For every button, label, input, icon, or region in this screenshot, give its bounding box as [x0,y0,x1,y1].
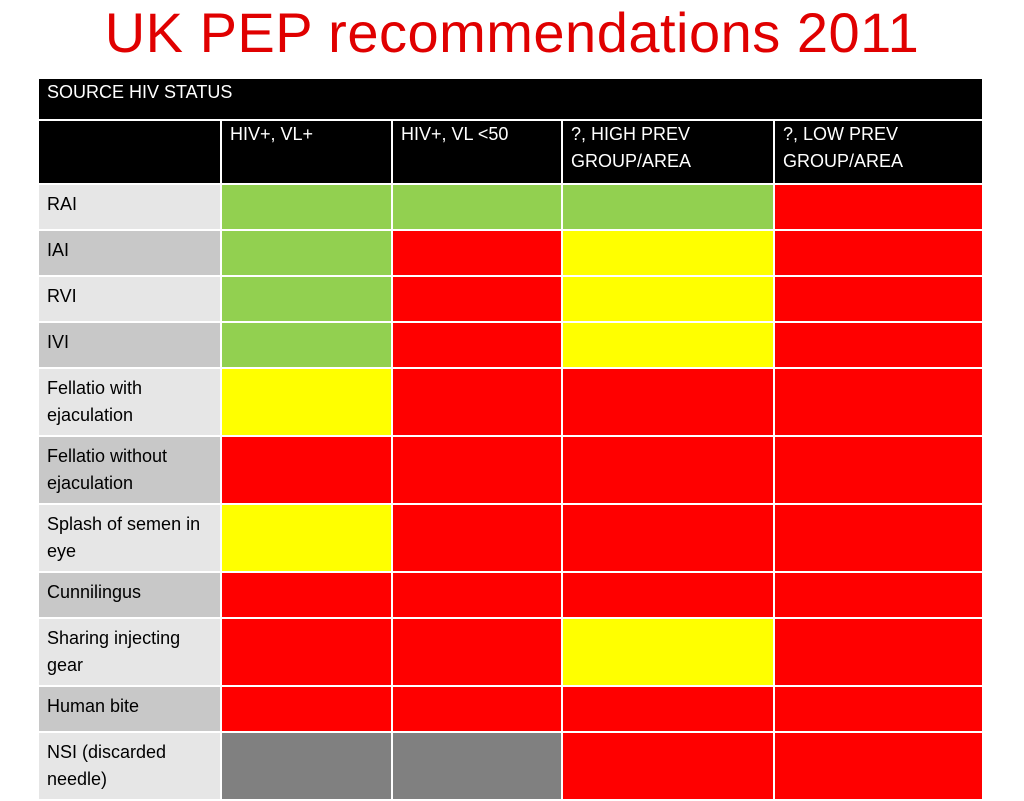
status-cell-red [220,685,393,733]
status-cell-red [561,731,775,801]
row-label: Splash of semen in eye [37,503,222,573]
status-cell-red [220,571,393,619]
table-row: RVI [37,275,984,323]
row-label: Cunnilingus [37,571,222,619]
column-header-unknown-high-prev: ?, HIGH PREV GROUP/AREA [561,119,775,185]
status-cell-yellow [220,367,393,437]
status-cell-yellow [561,275,775,323]
row-label: RVI [37,275,222,323]
status-cell-red [773,435,984,505]
status-cell-red [561,367,775,437]
status-cell-red [561,435,775,505]
row-label: Sharing injecting gear [37,617,222,687]
status-cell-red [773,731,984,801]
table-body: RAI IAI RVI IVI Fellatio with ejaculation Fel… [37,183,984,801]
status-cell-red [391,435,563,505]
table-row: NSI (discarded needle) [37,731,984,801]
pep-recommendations-table: SOURCE HIV STATUS HIV+, VL+ HIV+, VL <50… [37,77,984,801]
status-cell-green [220,229,393,277]
row-label: NSI (discarded needle) [37,731,222,801]
status-cell-red [391,617,563,687]
status-cell-red [773,685,984,733]
table-row: Splash of semen in eye [37,503,984,573]
status-cell-red [391,503,563,573]
row-label: RAI [37,183,222,231]
status-cell-red [220,435,393,505]
status-cell-red [391,229,563,277]
row-label: Human bite [37,685,222,733]
corner-cell [37,119,222,185]
table-row: Fellatio without ejaculation [37,435,984,505]
status-cell-red [773,571,984,619]
source-hiv-status-banner: SOURCE HIV STATUS [37,77,984,121]
status-cell-green [220,321,393,369]
status-cell-red [773,321,984,369]
column-header-hiv-vl-positive: HIV+, VL+ [220,119,393,185]
column-header-row: HIV+, VL+ HIV+, VL <50 ?, HIGH PREV GROU… [37,119,984,185]
status-cell-red [561,685,775,733]
row-label: IVI [37,321,222,369]
status-cell-red [773,275,984,323]
status-cell-red [220,617,393,687]
status-cell-red [391,367,563,437]
table-row: Human bite [37,685,984,733]
status-cell-red [773,367,984,437]
status-cell-red [561,571,775,619]
row-label: Fellatio without ejaculation [37,435,222,505]
status-cell-green [391,183,563,231]
column-header-hiv-vl-under-50: HIV+, VL <50 [391,119,563,185]
table-row: IAI [37,229,984,277]
status-cell-red [391,321,563,369]
status-cell-yellow [220,503,393,573]
status-cell-green [220,183,393,231]
status-cell-yellow [561,321,775,369]
status-cell-grey [220,731,393,801]
status-cell-red [773,229,984,277]
status-cell-grey [391,731,563,801]
table-row: RAI [37,183,984,231]
status-cell-yellow [561,229,775,277]
banner-row: SOURCE HIV STATUS [37,77,984,121]
page-title: UK PEP recommendations 2011 [104,1,920,64]
row-label: Fellatio with ejaculation [37,367,222,437]
status-cell-red [391,685,563,733]
table-row: Cunnilingus [37,571,984,619]
status-cell-red [391,275,563,323]
table-row: IVI [37,321,984,369]
status-cell-red [773,183,984,231]
status-cell-yellow [561,617,775,687]
status-cell-red [773,503,984,573]
row-label: IAI [37,229,222,277]
column-header-unknown-low-prev: ?, LOW PREV GROUP/AREA [773,119,984,185]
status-cell-green [561,183,775,231]
status-cell-red [773,617,984,687]
status-cell-green [220,275,393,323]
status-cell-red [391,571,563,619]
table-row: Fellatio with ejaculation [37,367,984,437]
table-row: Sharing injecting gear [37,617,984,687]
status-cell-red [561,503,775,573]
